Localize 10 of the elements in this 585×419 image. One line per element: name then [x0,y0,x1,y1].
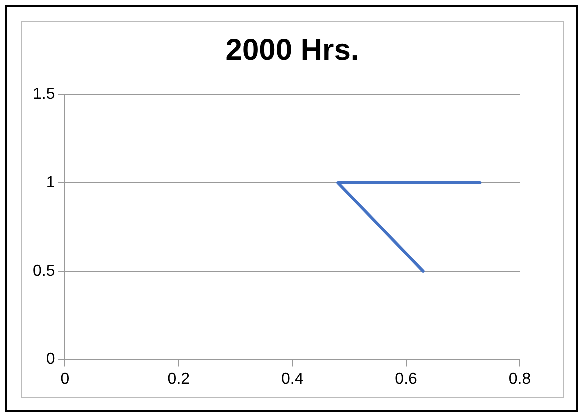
y-tick-label: 0 [46,351,56,368]
chart-title: 2000 Hrs. [224,34,360,68]
y-tick-label: 1.5 [32,86,56,104]
y-tick-label: 1 [46,174,56,192]
x-tick-label: 0.2 [168,370,190,388]
x-tick-label: 0.6 [395,370,418,388]
x-tick-label: 0 [60,370,70,388]
y-tick-label: 0.5 [32,262,56,280]
x-tick-label: 0.8 [508,370,532,388]
x-tick-label: 0.4 [281,370,304,388]
